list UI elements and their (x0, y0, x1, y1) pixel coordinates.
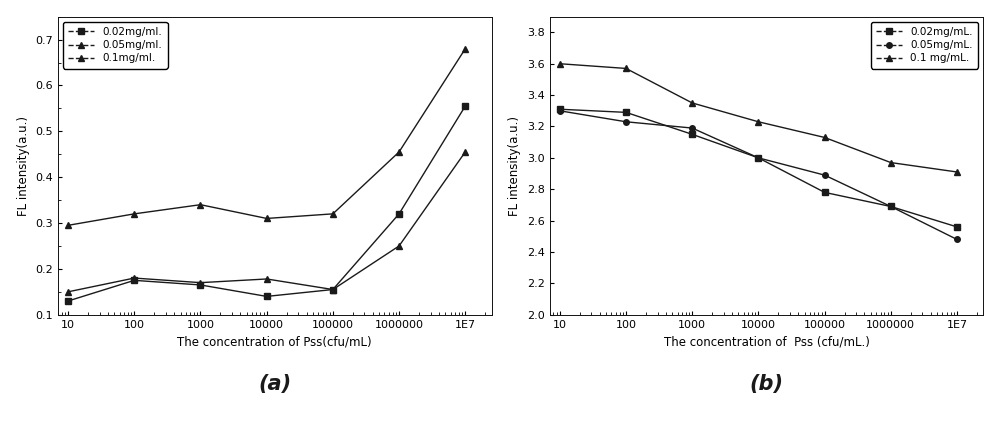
0.02mg/mL. (951, 224, 963, 229)
0.05mg/ml. (194, 280, 206, 285)
0.05mg/ml. (459, 150, 471, 155)
0.05mg/ml. (128, 276, 140, 281)
0.02mg/ml. (261, 294, 273, 299)
0.1mg/ml. (62, 223, 74, 228)
0.1mg/ml. (261, 216, 273, 221)
X-axis label: The concentration of  Pss (cfu/mL.): The concentration of Pss (cfu/mL.) (664, 335, 869, 348)
0.02mg/ml. (327, 287, 339, 292)
0.05mg/mL. (885, 204, 897, 209)
X-axis label: The concentration of Pss(cfu/mL): The concentration of Pss(cfu/mL) (177, 335, 372, 348)
0.1 mg/mL. (620, 66, 632, 71)
0.05mg/ml. (393, 243, 405, 249)
0.1 mg/mL. (951, 169, 963, 174)
Line: 0.05mg/ml.: 0.05mg/ml. (65, 149, 468, 295)
0.02mg/mL. (885, 204, 897, 209)
Line: 0.02mg/ml.: 0.02mg/ml. (65, 103, 468, 304)
0.05mg/mL. (620, 119, 632, 124)
0.05mg/mL. (951, 237, 963, 242)
0.1 mg/mL. (819, 135, 831, 140)
0.1mg/ml. (459, 46, 471, 51)
0.02mg/ml. (194, 283, 206, 288)
0.02mg/mL. (554, 107, 566, 112)
Text: (b): (b) (749, 375, 783, 395)
0.02mg/mL. (819, 190, 831, 195)
Y-axis label: FL intensity(a.u.): FL intensity(a.u.) (508, 116, 521, 216)
0.05mg/ml. (62, 289, 74, 294)
0.1mg/ml. (194, 202, 206, 207)
Legend: 0.02mg/mL., 0.05mg/mL., 0.1 mg/mL.: 0.02mg/mL., 0.05mg/mL., 0.1 mg/mL. (871, 22, 978, 68)
0.05mg/ml. (327, 287, 339, 292)
0.1 mg/mL. (752, 119, 764, 124)
Y-axis label: FL intensity(a.u.): FL intensity(a.u.) (17, 116, 30, 216)
Legend: 0.02mg/ml., 0.05mg/ml., 0.1mg/ml.: 0.02mg/ml., 0.05mg/ml., 0.1mg/ml. (63, 22, 168, 68)
0.1 mg/mL. (686, 100, 698, 106)
Line: 0.1 mg/mL.: 0.1 mg/mL. (557, 61, 960, 175)
0.1mg/ml. (327, 211, 339, 217)
0.1mg/ml. (393, 150, 405, 155)
0.05mg/mL. (686, 126, 698, 131)
0.02mg/ml. (459, 103, 471, 109)
Line: 0.1mg/ml.: 0.1mg/ml. (65, 46, 468, 228)
0.05mg/mL. (752, 155, 764, 160)
0.02mg/ml. (62, 298, 74, 303)
0.02mg/mL. (686, 132, 698, 137)
Line: 0.05mg/mL.: 0.05mg/mL. (557, 108, 960, 242)
0.05mg/mL. (554, 108, 566, 113)
0.02mg/ml. (393, 211, 405, 217)
0.02mg/ml. (128, 278, 140, 283)
Text: (a): (a) (258, 375, 291, 395)
0.02mg/mL. (620, 110, 632, 115)
0.1 mg/mL. (554, 61, 566, 66)
0.1mg/ml. (128, 211, 140, 217)
0.1 mg/mL. (885, 160, 897, 165)
Line: 0.02mg/mL.: 0.02mg/mL. (557, 106, 960, 230)
0.05mg/mL. (819, 173, 831, 178)
0.02mg/mL. (752, 155, 764, 160)
0.05mg/ml. (261, 276, 273, 282)
